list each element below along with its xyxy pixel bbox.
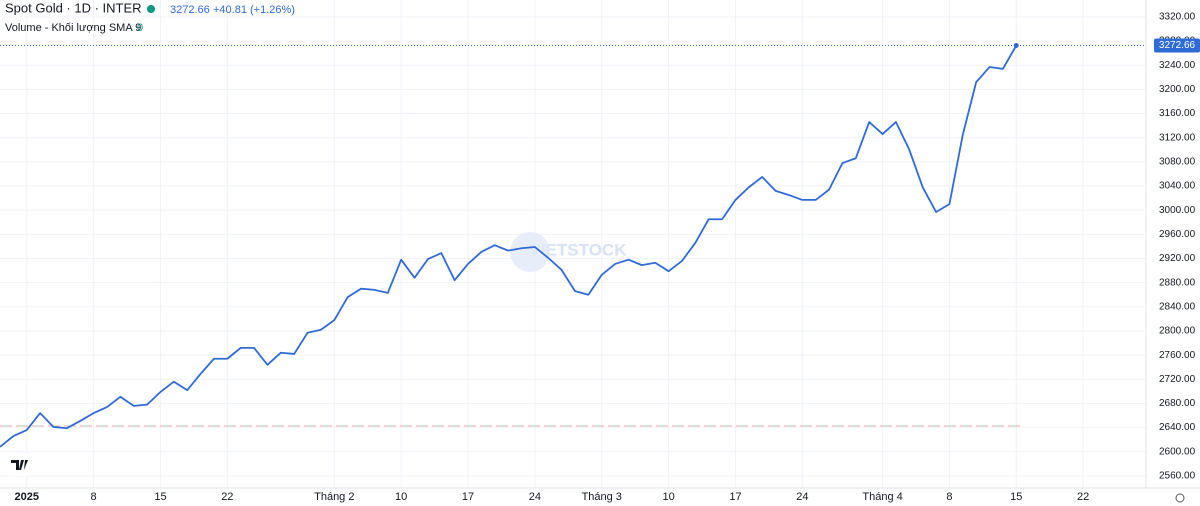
y-tick-label: 3320.00 bbox=[1159, 12, 1196, 23]
y-tick-label: 2960.00 bbox=[1159, 229, 1196, 240]
x-tick-label: 8 bbox=[91, 491, 97, 503]
symbol-title: Spot Gold · 1D · INTER bbox=[5, 0, 142, 15]
x-tick-label: 10 bbox=[395, 491, 407, 503]
y-tick-label: 2680.00 bbox=[1159, 398, 1196, 409]
x-tick-label: 8 bbox=[946, 491, 952, 503]
x-tick-label: 17 bbox=[729, 491, 741, 503]
x-tick-label: 15 bbox=[154, 491, 166, 503]
last-price-tag bbox=[1154, 38, 1200, 53]
grid bbox=[0, 0, 1146, 488]
y-tick-label: 2880.00 bbox=[1159, 277, 1196, 288]
price-line bbox=[0, 45, 1018, 448]
y-tick-label: 2760.00 bbox=[1159, 350, 1196, 361]
last-point bbox=[1013, 43, 1019, 49]
x-tick-label: Tháng 3 bbox=[582, 491, 622, 503]
x-tick-label: 24 bbox=[796, 491, 808, 503]
y-tick-label: 2920.00 bbox=[1159, 253, 1196, 264]
y-tick-label: 2640.00 bbox=[1159, 422, 1196, 433]
y-tick-label: 3240.00 bbox=[1159, 60, 1196, 71]
last-price-label: 3272.66 bbox=[1159, 40, 1196, 51]
y-tick-label: 2600.00 bbox=[1159, 446, 1196, 457]
x-tick-label: 10 bbox=[662, 491, 674, 503]
x-tick-label: 22 bbox=[1077, 491, 1089, 503]
plot bbox=[0, 43, 1146, 448]
y-tick-label: 3160.00 bbox=[1159, 108, 1196, 119]
x-tick-label: 15 bbox=[1010, 491, 1022, 503]
indicator-value: 0 bbox=[137, 22, 143, 34]
tv-logo bbox=[11, 460, 28, 470]
y-tick-label: 3200.00 bbox=[1159, 84, 1196, 95]
x-tick-label: Tháng 4 bbox=[862, 491, 902, 503]
watermark: VIETSTOCK bbox=[530, 240, 628, 259]
status-dot bbox=[147, 5, 155, 13]
y-tick-label: 2720.00 bbox=[1159, 374, 1196, 385]
x-tick-label: 2025 bbox=[15, 491, 39, 503]
watermark-logo bbox=[510, 232, 550, 272]
y-tick-label: 2560.00 bbox=[1159, 471, 1196, 482]
y-tick-label: 3040.00 bbox=[1159, 181, 1196, 192]
x-tick-label: 17 bbox=[462, 491, 474, 503]
x-tick-label: Tháng 2 bbox=[314, 491, 354, 503]
indicator-name: Volume - Khối lượng SMA 9 bbox=[5, 22, 141, 34]
y-tick-label: 3120.00 bbox=[1159, 132, 1196, 143]
x-tick-label: 24 bbox=[529, 491, 541, 503]
header-price: 3272.66 bbox=[170, 4, 210, 16]
header-change: +40.81 (+1.26%) bbox=[213, 4, 295, 16]
y-tick-label: 3000.00 bbox=[1159, 205, 1196, 216]
y-tick-label: 2800.00 bbox=[1159, 326, 1196, 337]
y-tick-label: 3080.00 bbox=[1159, 157, 1196, 168]
y-tick-label: 2840.00 bbox=[1159, 301, 1196, 312]
settings-icon[interactable] bbox=[1175, 493, 1185, 503]
x-tick-label: 22 bbox=[221, 491, 233, 503]
